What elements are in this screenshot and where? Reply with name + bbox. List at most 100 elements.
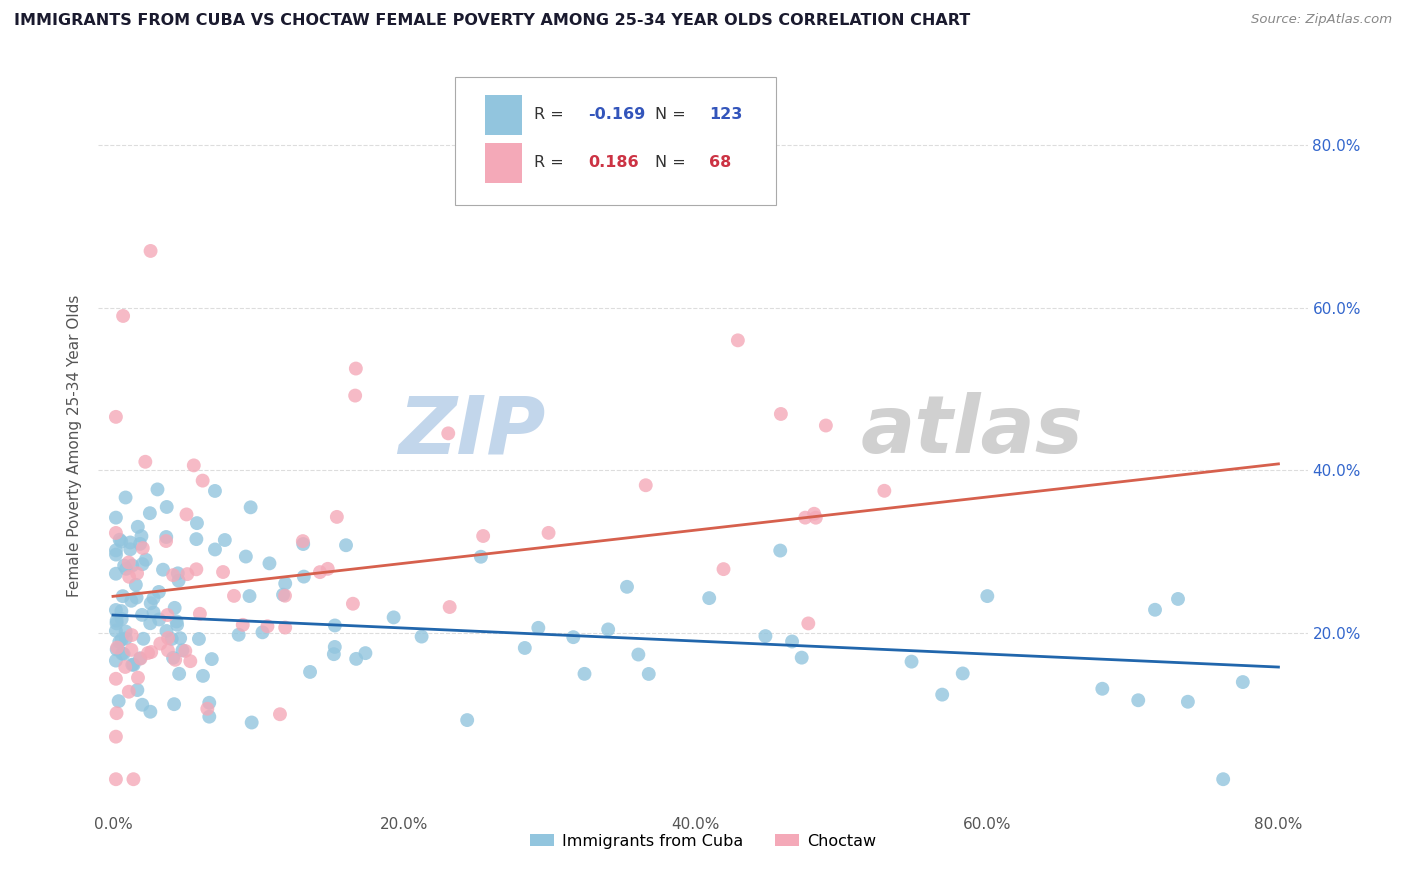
Point (105, 706, 128, 721)
Point (108, 635, 131, 649)
Point (269, 707, 291, 722)
Point (104, 772, 127, 787)
Point (172, 643, 194, 657)
Point (323, 640, 346, 654)
Point (382, 610, 405, 624)
Point (191, 474, 214, 488)
Point (149, 637, 172, 651)
Point (155, 534, 177, 549)
Point (1091, 681, 1114, 696)
Point (129, 651, 152, 665)
Point (111, 589, 134, 603)
Point (111, 612, 134, 626)
Point (439, 600, 461, 615)
FancyBboxPatch shape (485, 143, 522, 183)
Point (769, 407, 792, 421)
Point (118, 570, 141, 584)
Point (125, 591, 148, 605)
Point (156, 500, 179, 514)
Point (354, 646, 377, 660)
Point (240, 715, 263, 730)
Point (111, 632, 134, 647)
Point (129, 537, 152, 551)
Point (166, 615, 188, 629)
Text: N =: N = (655, 155, 690, 170)
Point (104, 525, 127, 540)
Point (713, 562, 735, 576)
Point (1232, 675, 1254, 690)
Point (187, 632, 209, 646)
Point (637, 667, 659, 681)
Point (163, 600, 186, 615)
Point (344, 652, 367, 666)
Point (104, 624, 127, 638)
FancyBboxPatch shape (456, 77, 776, 204)
Point (754, 629, 776, 643)
Point (155, 530, 177, 544)
Point (952, 666, 974, 681)
Point (127, 520, 149, 534)
Point (162, 568, 184, 582)
Point (104, 409, 127, 424)
Point (291, 534, 314, 549)
Point (274, 576, 297, 591)
Point (142, 591, 165, 605)
Point (326, 509, 349, 524)
Point (104, 672, 127, 686)
Point (323, 618, 346, 632)
Point (166, 617, 188, 632)
Point (201, 652, 224, 666)
Point (292, 537, 315, 551)
Point (335, 538, 357, 552)
Point (562, 630, 585, 644)
Point (104, 603, 127, 617)
Y-axis label: Female Poverty Among 25-34 Year Olds: Female Poverty Among 25-34 Year Olds (67, 295, 83, 597)
Point (122, 772, 145, 787)
Point (111, 647, 134, 661)
Point (105, 616, 128, 631)
Point (156, 608, 179, 623)
Point (104, 566, 127, 581)
Point (794, 510, 817, 524)
Point (299, 665, 322, 679)
Point (256, 619, 278, 633)
Point (790, 650, 813, 665)
Point (1128, 693, 1150, 707)
Text: 68: 68 (709, 155, 731, 170)
Point (167, 574, 190, 588)
Point (437, 426, 460, 441)
Point (174, 644, 197, 658)
Point (814, 418, 837, 433)
Point (112, 647, 135, 661)
Text: 123: 123 (709, 107, 742, 122)
Point (411, 630, 433, 644)
Point (134, 455, 156, 469)
Point (104, 654, 127, 668)
Point (238, 589, 260, 603)
Point (114, 624, 136, 639)
Point (118, 556, 141, 570)
Point (132, 541, 155, 555)
Point (803, 507, 825, 521)
Point (105, 642, 128, 657)
Point (797, 616, 820, 631)
Point (110, 534, 132, 549)
Point (627, 648, 650, 662)
Point (166, 566, 188, 581)
Point (121, 558, 143, 573)
Point (127, 671, 149, 685)
Point (115, 632, 138, 646)
Point (195, 702, 218, 716)
Point (179, 654, 201, 668)
Point (121, 657, 143, 672)
Point (228, 628, 250, 642)
Point (157, 631, 180, 645)
Point (160, 632, 183, 646)
Point (112, 309, 135, 323)
Point (527, 621, 550, 635)
Point (309, 565, 332, 579)
Point (292, 569, 315, 583)
Point (125, 566, 148, 581)
Point (513, 640, 536, 655)
Point (139, 596, 162, 610)
